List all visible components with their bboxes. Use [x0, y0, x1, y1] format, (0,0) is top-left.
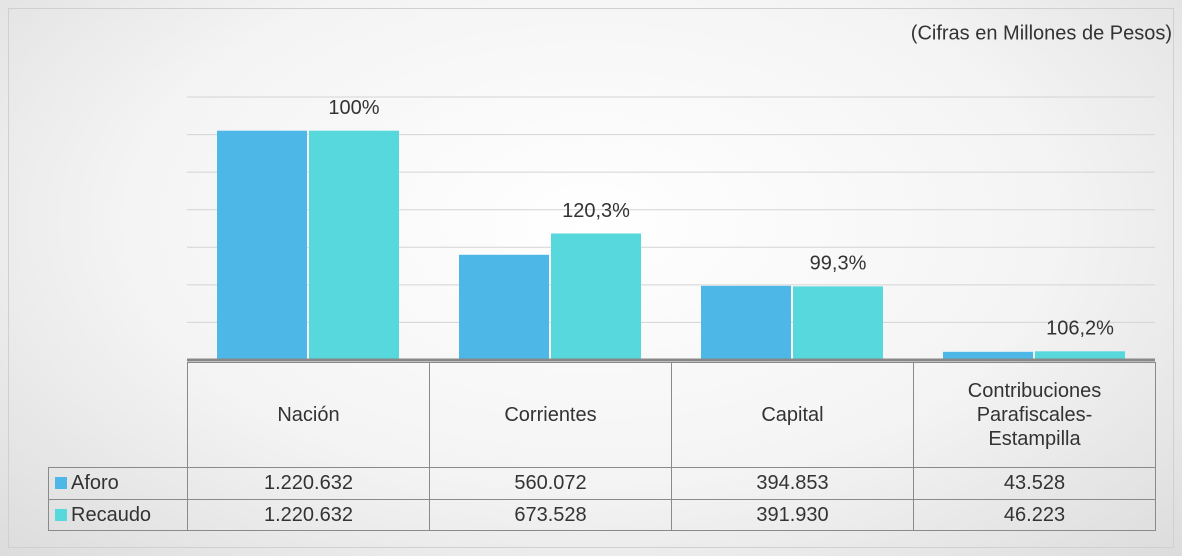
- cell-text: 46.223: [1003, 503, 1066, 526]
- annotation: 120,3%: [562, 200, 630, 222]
- annotation: 106,2%: [1046, 318, 1114, 340]
- cell-text: 391.930: [756, 503, 829, 526]
- value-cell: 1.220.632: [187, 498, 430, 531]
- annotation: 99,3%: [810, 253, 867, 275]
- cell-text: 394.853: [756, 472, 829, 495]
- cell-text: 560.072: [514, 472, 587, 495]
- category-cell: Corrientes: [429, 362, 672, 468]
- bar: [217, 130, 307, 360]
- legend-swatch: [55, 477, 67, 490]
- bar: [943, 351, 1033, 360]
- value-cell: 673.528: [429, 498, 672, 531]
- legend-cell: Recaudo: [48, 498, 188, 531]
- category-cell: Nación: [187, 362, 430, 468]
- bar: [1035, 351, 1125, 360]
- category-cell: Contribuciones Parafiscales-Estampilla: [913, 362, 1156, 468]
- legend-label: Aforo: [71, 472, 119, 495]
- bar: [309, 130, 399, 360]
- annotation: 100%: [328, 97, 379, 119]
- legend-swatch: [55, 508, 67, 521]
- value-cell: 560.072: [429, 467, 672, 500]
- legend-cell: Aforo: [48, 467, 188, 500]
- bar: [793, 286, 883, 360]
- cell-text: 1.220.632: [264, 503, 353, 526]
- bar: [701, 285, 791, 360]
- cell-text: Corrientes: [504, 404, 597, 426]
- value-cell: 1.220.632: [187, 467, 430, 500]
- frame: [8, 8, 1174, 548]
- cell-text: 43.528: [1003, 472, 1066, 495]
- cell-text: Nación: [277, 404, 340, 426]
- cell-text: Contribuciones Parafiscales-Estampilla: [967, 380, 1102, 450]
- subtitle: (Cifras en Millones de Pesos): [911, 22, 1172, 44]
- value-cell: 46.223: [913, 498, 1156, 531]
- legend-label: Recaudo: [71, 503, 152, 526]
- cell-text: 673.528: [514, 503, 587, 526]
- bar: [459, 254, 549, 360]
- cell-text: 1.220.632: [264, 472, 353, 495]
- bar: [551, 233, 641, 360]
- value-cell: 43.528: [913, 467, 1156, 500]
- value-cell: 391.930: [671, 498, 914, 531]
- cell-text: Capital: [761, 404, 824, 426]
- value-cell: 394.853: [671, 467, 914, 500]
- category-cell: Capital: [671, 362, 914, 468]
